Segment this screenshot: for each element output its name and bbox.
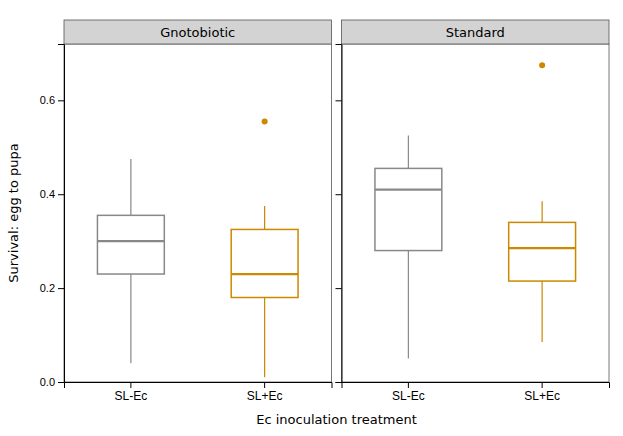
axis-domain <box>58 45 65 383</box>
y-tick-label: 0.6 <box>40 94 55 106</box>
panel-title: Gnotobiotic <box>160 25 235 40</box>
whisker-low <box>130 274 131 363</box>
y-axis-title: Survival: egg to pupa <box>6 143 21 282</box>
x-tick-label: SL-Ec <box>115 389 148 403</box>
axis-domain <box>342 383 610 389</box>
plot-frame <box>64 44 332 382</box>
x-axis: SL-Ec SL+Ec <box>342 382 610 403</box>
x-tick-mark <box>130 382 131 388</box>
x-tick-label: SL+Ec <box>524 389 560 403</box>
box-body <box>97 215 164 274</box>
panel: SL-Ec SL+Ec <box>336 44 610 403</box>
y-axis <box>336 45 343 383</box>
outlier <box>539 62 545 68</box>
box-body <box>231 229 298 297</box>
whisker-low <box>264 298 265 378</box>
whisker-high <box>264 206 265 229</box>
x-axis-title: Ec inoculation treatment <box>256 412 417 427</box>
y-tick-mark <box>336 288 342 289</box>
box <box>231 118 298 377</box>
box <box>97 159 164 363</box>
y-tick-mark <box>58 194 64 195</box>
axis-domain <box>65 383 333 389</box>
y-tick-mark <box>336 100 342 101</box>
y-tick-mark <box>336 194 342 195</box>
strip: Gnotobiotic <box>64 20 332 44</box>
y-tick: 0.6 <box>40 94 64 106</box>
y-tick <box>336 382 342 383</box>
median <box>97 240 164 242</box>
axis-domain <box>336 45 343 383</box>
median <box>509 247 576 249</box>
x-tick-label: SL+Ec <box>247 389 283 403</box>
whisker-high <box>130 159 131 215</box>
median <box>375 188 442 190</box>
y-tick: 0.2 <box>40 282 64 294</box>
whisker-low <box>542 281 543 342</box>
box <box>375 136 442 359</box>
y-tick-label: 0.2 <box>40 282 55 294</box>
whisker-high <box>408 136 409 169</box>
x-tick-mark <box>408 382 409 388</box>
x-tick-mark <box>542 382 543 388</box>
x-tick-mark <box>264 382 265 388</box>
plot-frame <box>342 44 610 382</box>
y-tick-mark <box>58 288 64 289</box>
y-axis: 0.0 0.2 0.4 0.6 <box>40 45 65 389</box>
y-tick: 0.4 <box>40 188 64 200</box>
x-axis: SL-Ec SL+Ec <box>65 382 333 403</box>
median <box>231 273 298 275</box>
y-tick <box>336 194 342 195</box>
x-tick-label: SL-Ec <box>392 389 425 403</box>
whisker-low <box>408 251 409 359</box>
y-tick <box>336 100 342 101</box>
strip-background <box>64 20 332 44</box>
y-tick-mark <box>58 382 64 383</box>
x-tick: SL+Ec <box>247 382 283 403</box>
y-tick-label: 0.0 <box>40 376 55 388</box>
y-tick-mark <box>336 382 342 383</box>
panel: 0.0 0.2 0.4 0.6 SL-Ec SL+Ec <box>40 44 332 403</box>
y-tick-mark <box>58 100 64 101</box>
panel-title: Standard <box>446 25 505 40</box>
x-tick: SL-Ec <box>115 382 148 403</box>
y-tick <box>336 288 342 289</box>
marks <box>375 62 576 358</box>
marks <box>97 118 298 377</box>
y-tick: 0.0 <box>40 376 64 388</box>
box-body <box>509 222 576 281</box>
whisker-high <box>542 201 543 222</box>
box <box>509 62 576 342</box>
x-tick: SL+Ec <box>524 382 560 403</box>
outlier <box>262 118 268 124</box>
chart: 0.00.20.40.6SL-EcSL+EcGnotobioticSL-EcSL… <box>0 0 623 436</box>
y-tick-label: 0.4 <box>40 188 55 200</box>
box-body <box>375 168 442 250</box>
strip: Standard <box>342 20 610 44</box>
x-tick: SL-Ec <box>392 382 425 403</box>
strip-background <box>342 20 610 44</box>
